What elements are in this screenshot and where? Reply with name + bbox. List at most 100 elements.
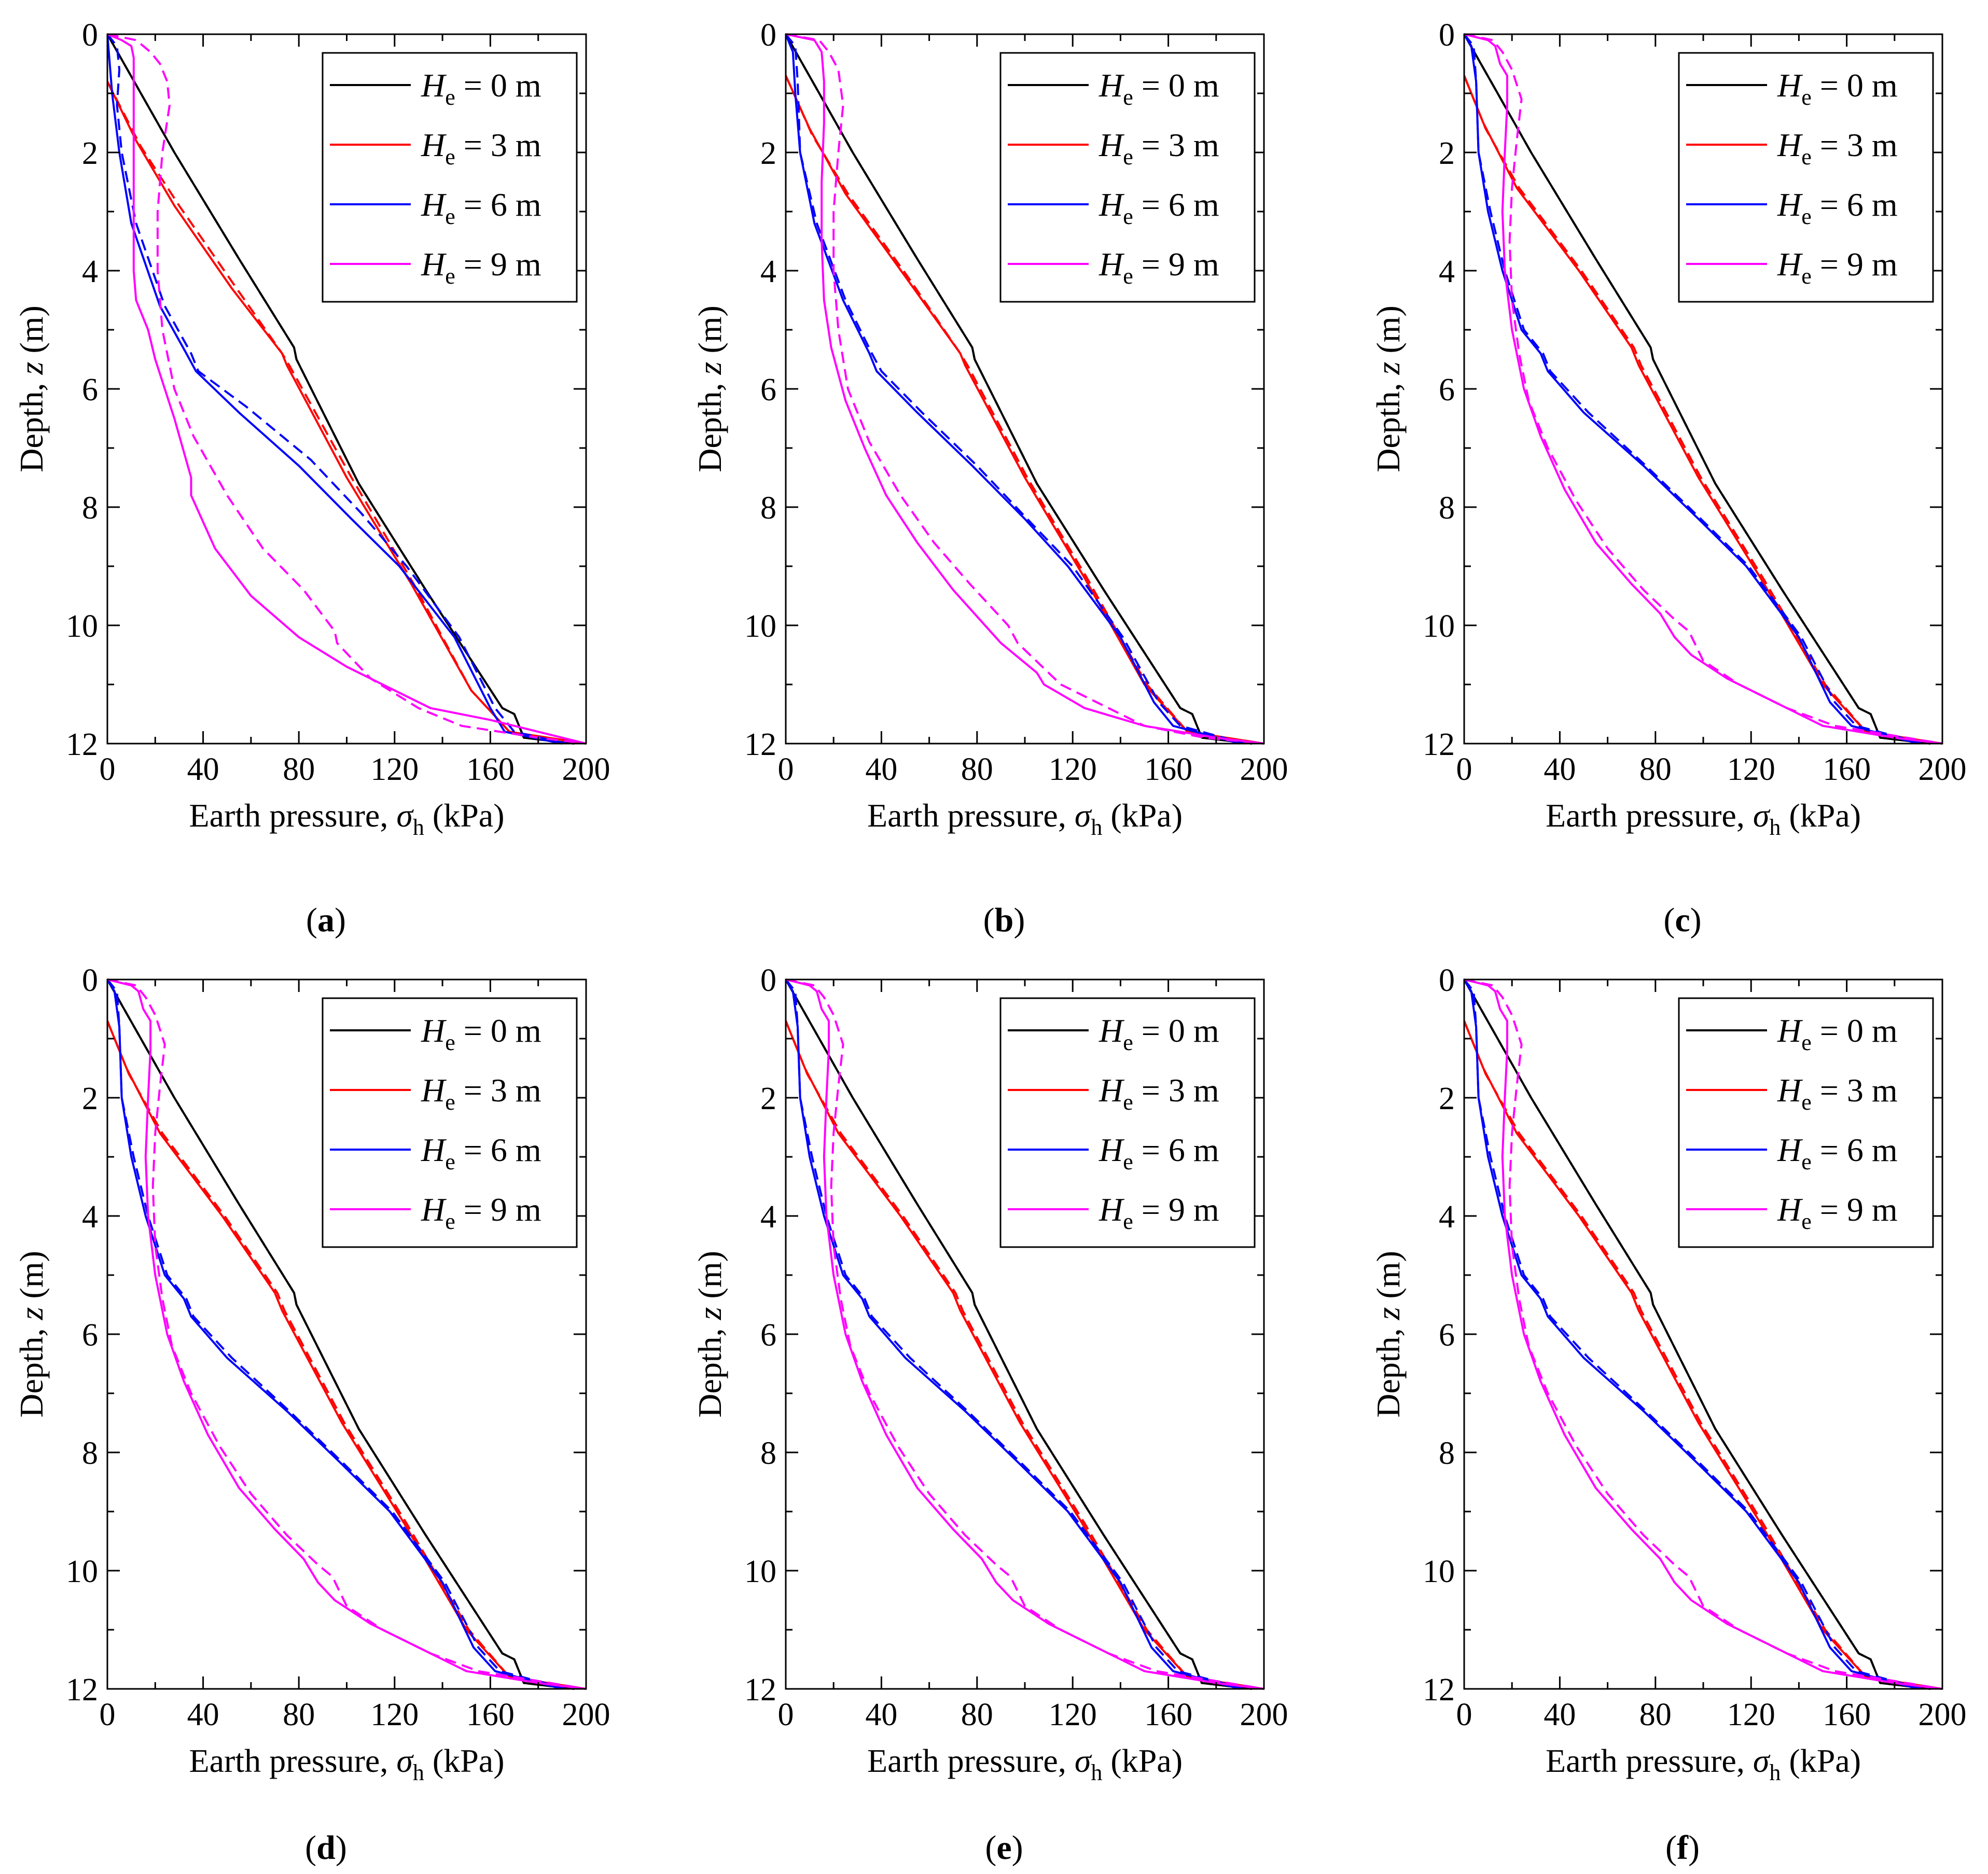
- x-tick-label: 40: [865, 752, 897, 787]
- y-tick-label: 10: [744, 1554, 776, 1589]
- legend: He = 0 mHe = 3 mHe = 6 mHe = 9 m: [1678, 52, 1934, 303]
- y-axis-label-unit: (m): [13, 305, 50, 361]
- y-axis-label-text: Depth,: [13, 374, 50, 472]
- legend-symbol: H: [1777, 186, 1803, 223]
- x-tick-label: 120: [1049, 752, 1097, 787]
- legend-entry: He = 0 m: [1777, 67, 1898, 110]
- legend-symbol: H: [421, 127, 447, 163]
- legend-subscript: e: [445, 263, 455, 289]
- y-tick-label: 8: [1439, 1436, 1455, 1471]
- legend-value: = 6 m: [1812, 186, 1898, 223]
- legend-symbol: H: [421, 1191, 447, 1228]
- legend-value: = 6 m: [1812, 1131, 1898, 1168]
- x-tick-label: 0: [778, 752, 794, 787]
- legend-value: = 0 m: [1133, 1012, 1219, 1049]
- y-axis-label: Depth, z (m): [13, 305, 50, 472]
- y-tick-label: 2: [82, 1081, 98, 1116]
- y-tick-label: 6: [1439, 1318, 1455, 1353]
- y-tick-label: 2: [760, 1081, 776, 1116]
- y-axis-label-symbol: z: [1370, 361, 1407, 375]
- series-line-dashed-He-9m: [107, 33, 587, 745]
- legend-entry: He = 0 m: [1099, 1012, 1219, 1055]
- legend-entry: He = 6 m: [1777, 1131, 1898, 1174]
- y-tick-label: 8: [82, 1436, 98, 1471]
- x-tick-label: 120: [1727, 1697, 1775, 1732]
- series-line-dashed-He-0m: [107, 34, 575, 745]
- x-tick-label: 80: [961, 1697, 993, 1732]
- x-axis-label-unit: (kPa): [1102, 797, 1183, 834]
- series-line-solid-He-3m: [1464, 75, 1943, 745]
- legend-symbol: H: [1099, 1072, 1125, 1109]
- legend-symbol: H: [1777, 1191, 1803, 1228]
- x-tick-label: 120: [370, 1697, 419, 1732]
- x-axis-label: Earth pressure, σh (kPa): [189, 1742, 504, 1785]
- panel-label-letter: c: [1675, 901, 1690, 939]
- legend-entry: He = 0 m: [1777, 1012, 1898, 1055]
- chart-panel-f: 0 40 80 120 160 200 0 2 4 6 8 10 12 Earth pressure, σ…: [1370, 963, 1967, 1867]
- y-tick-label: 12: [1423, 1672, 1455, 1708]
- legend-subscript: e: [1801, 1089, 1812, 1115]
- x-axis-label-symbol: σ: [1075, 1742, 1092, 1779]
- legend-box: [1678, 52, 1934, 303]
- legend-subscript: e: [1123, 85, 1133, 110]
- series-line-dashed-He-0m: [786, 34, 1253, 745]
- legend-subscript: e: [445, 204, 455, 229]
- x-tick-label: 80: [1639, 1697, 1672, 1732]
- x-tick-label: 160: [1823, 1697, 1871, 1732]
- y-axis-label-symbol: z: [691, 1307, 728, 1320]
- y-axis-label-text: Depth,: [691, 374, 728, 472]
- y-tick-label: 12: [744, 1672, 776, 1708]
- y-axis-label-text: Depth,: [1370, 374, 1407, 472]
- y-axis-label-symbol: z: [13, 361, 50, 375]
- legend-entry: He = 6 m: [421, 186, 541, 229]
- y-tick-label: 12: [1423, 727, 1455, 762]
- x-tick-label: 200: [1240, 1697, 1288, 1732]
- y-tick-label: 8: [760, 1436, 776, 1471]
- panel-label-letter: b: [995, 901, 1014, 939]
- x-tick-label: 0: [1456, 1697, 1472, 1732]
- y-axis-label-unit: (m): [1370, 1251, 1407, 1307]
- y-tick-label: 8: [760, 491, 776, 526]
- x-axis-label: Earth pressure, σh (kPa): [1546, 1742, 1861, 1785]
- y-tick-label: 8: [1439, 491, 1455, 526]
- y-axis-label-text: Depth,: [1370, 1320, 1407, 1417]
- legend-subscript: e: [1123, 1149, 1133, 1174]
- y-tick-label: 2: [760, 136, 776, 171]
- legend-entry: He = 6 m: [1777, 186, 1898, 229]
- legend-entry: He = 9 m: [1099, 1191, 1219, 1234]
- y-axis-label-symbol: z: [1370, 1307, 1407, 1320]
- legend-value: = 3 m: [455, 1072, 541, 1109]
- x-tick-label: 0: [100, 752, 116, 787]
- series-line-dashed-He-3m: [107, 1020, 587, 1690]
- legend-subscript: e: [1123, 1089, 1133, 1115]
- legend-value: = 9 m: [1133, 1191, 1219, 1228]
- legend-symbol: H: [1777, 246, 1803, 283]
- panel-label-letter: d: [316, 1829, 336, 1867]
- series-line-dashed-He-3m: [1464, 1020, 1943, 1690]
- legend-symbol: H: [421, 186, 447, 223]
- series-line-solid-He-3m: [786, 1020, 1264, 1690]
- series-line-dashed-He-9m: [1464, 33, 1943, 745]
- x-axis-label-text: Earth pressure,: [189, 1742, 396, 1779]
- x-tick-label: 80: [283, 752, 315, 787]
- x-tick-label: 40: [187, 752, 219, 787]
- panel-label-letter: f: [1677, 1829, 1689, 1867]
- x-axis-label-symbol: σ: [396, 797, 414, 834]
- legend: He = 0 mHe = 3 mHe = 6 mHe = 9 m: [999, 997, 1256, 1248]
- x-tick-label: 200: [1919, 752, 1967, 787]
- y-tick-label: 10: [1423, 609, 1455, 644]
- x-axis-label-text: Earth pressure,: [867, 1742, 1075, 1779]
- y-tick-label: 4: [1439, 254, 1455, 289]
- legend-symbol: H: [1777, 67, 1803, 104]
- y-tick-label: 12: [744, 727, 776, 762]
- y-tick-label: 6: [82, 1318, 98, 1353]
- panel-label: (a): [306, 901, 346, 939]
- legend-subscript: e: [445, 1149, 455, 1174]
- y-axis-label: Depth, z (m): [13, 1251, 50, 1418]
- y-tick-label: 0: [760, 963, 776, 998]
- panel-label: (d): [305, 1829, 347, 1867]
- legend-value: = 6 m: [455, 1131, 541, 1168]
- legend-symbol: H: [1099, 246, 1125, 283]
- legend-entry: He = 3 m: [421, 127, 541, 170]
- series-line-dashed-He-9m: [107, 978, 587, 1690]
